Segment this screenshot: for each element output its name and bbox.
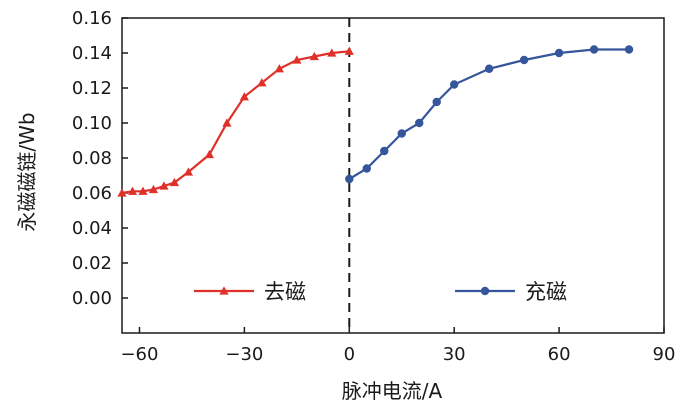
legend-label: 去磁 bbox=[264, 280, 306, 304]
data-point bbox=[183, 167, 194, 176]
y-tick-label: 0.12 bbox=[72, 78, 112, 99]
x-tick-label: 30 bbox=[443, 344, 466, 365]
data-point bbox=[327, 48, 337, 57]
series-2 bbox=[345, 45, 634, 184]
x-axis-title: 脉冲电流/A bbox=[342, 379, 443, 403]
y-tick-label: 0.16 bbox=[72, 8, 112, 29]
y-tick-label: 0.00 bbox=[72, 288, 112, 309]
data-point bbox=[449, 80, 459, 89]
y-tick-label: 0.06 bbox=[72, 183, 112, 204]
y-axis-title: 永磁磁链/Wb bbox=[15, 112, 39, 231]
legend-marker bbox=[219, 286, 229, 295]
data-point bbox=[589, 45, 599, 54]
data-point bbox=[624, 45, 634, 54]
y-tick-label: 0.10 bbox=[72, 113, 112, 134]
data-point bbox=[148, 184, 159, 194]
data-point bbox=[345, 174, 354, 184]
data-point bbox=[159, 181, 169, 190]
data-point bbox=[432, 97, 441, 107]
legend-item-2: 充磁 bbox=[455, 280, 567, 304]
x-tick-label: 60 bbox=[548, 344, 571, 365]
series-layer bbox=[117, 45, 634, 197]
y-tick-label: 0.04 bbox=[72, 218, 112, 239]
data-point bbox=[127, 186, 138, 195]
data-point bbox=[344, 46, 354, 55]
legend-marker bbox=[480, 286, 490, 296]
x-tick-label: −60 bbox=[120, 344, 158, 365]
y-tick-label: 0.02 bbox=[72, 253, 112, 274]
data-point bbox=[362, 164, 371, 173]
data-point bbox=[397, 129, 406, 138]
data-point bbox=[138, 186, 148, 195]
legend: 去磁 充磁 bbox=[194, 280, 567, 304]
data-point bbox=[117, 188, 127, 197]
series-1-line bbox=[121, 50, 350, 195]
data-point bbox=[484, 64, 494, 73]
data-point bbox=[554, 48, 564, 58]
y-tick-label: 0.08 bbox=[72, 148, 112, 169]
x-tick-label: −30 bbox=[225, 344, 263, 365]
x-ticks: −60 −30 0 30 60 90 bbox=[120, 327, 675, 365]
legend-label: 充磁 bbox=[525, 280, 567, 304]
data-point bbox=[380, 146, 389, 156]
series-1 bbox=[117, 46, 354, 197]
data-point bbox=[257, 78, 267, 87]
data-point bbox=[519, 55, 529, 65]
data-point bbox=[309, 51, 319, 61]
data-point bbox=[222, 118, 232, 127]
axes bbox=[121, 17, 665, 334]
x-tick-label: 90 bbox=[653, 344, 676, 365]
data-point bbox=[204, 149, 215, 159]
data-point bbox=[292, 55, 302, 64]
data-point bbox=[415, 118, 424, 128]
y-tick-label: 0.14 bbox=[72, 43, 112, 64]
legend-item-1: 去磁 bbox=[194, 280, 306, 304]
x-tick-label: 0 bbox=[344, 344, 355, 365]
y-ticks: 0.00 0.02 0.04 0.06 0.08 0.10 0.12 0.14 0.16 bbox=[72, 8, 128, 309]
data-point bbox=[274, 64, 284, 73]
data-point bbox=[169, 177, 180, 187]
plot-frame bbox=[121, 17, 665, 334]
data-point bbox=[239, 92, 249, 101]
